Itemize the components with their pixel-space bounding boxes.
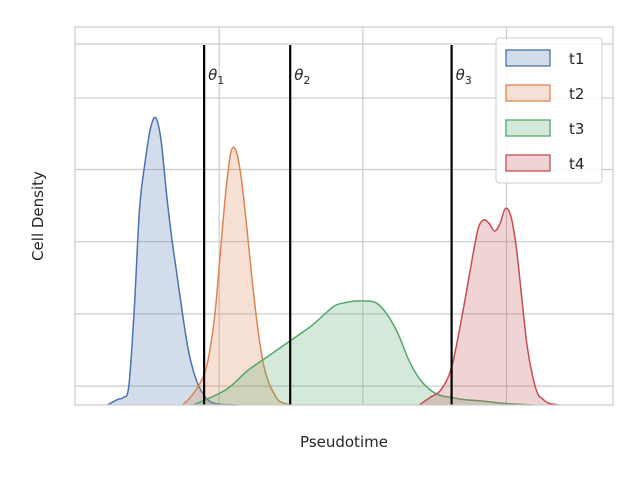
legend-box [495, 37, 603, 184]
legend-label-t4: t4 [569, 155, 584, 173]
legend-swatch-t4 [505, 154, 551, 172]
density-line-t3 [193, 300, 533, 406]
plot-frame [74, 26, 614, 406]
density-line-t1 [106, 116, 237, 406]
y-axis-label: Cell Density [29, 171, 47, 261]
legend-swatch-t3 [505, 119, 551, 137]
theta-label-2: θ2 [294, 66, 310, 87]
density-area-t1 [107, 117, 237, 405]
legend-label-t2: t2 [569, 85, 584, 103]
threshold-lines: θ1 θ2 θ3 [203, 45, 472, 405]
legend-label-t1: t1 [569, 50, 584, 68]
theta-label-3: θ3 [456, 66, 472, 87]
legend-swatch-t1 [505, 49, 551, 67]
density-area-t2 [182, 147, 291, 405]
density-area-t4 [419, 208, 560, 405]
series-layer [106, 116, 560, 406]
density-line-t4 [418, 207, 560, 406]
x-axis-label: Pseudotime [300, 433, 388, 451]
legend-label-t3: t3 [569, 120, 584, 138]
legend-swatch-t2 [505, 84, 551, 102]
density-line-t2 [182, 146, 291, 406]
theta-label-1: θ1 [208, 66, 224, 87]
legend: t1 t2 t3 t4 [495, 37, 603, 184]
density-area-t3 [193, 300, 533, 405]
